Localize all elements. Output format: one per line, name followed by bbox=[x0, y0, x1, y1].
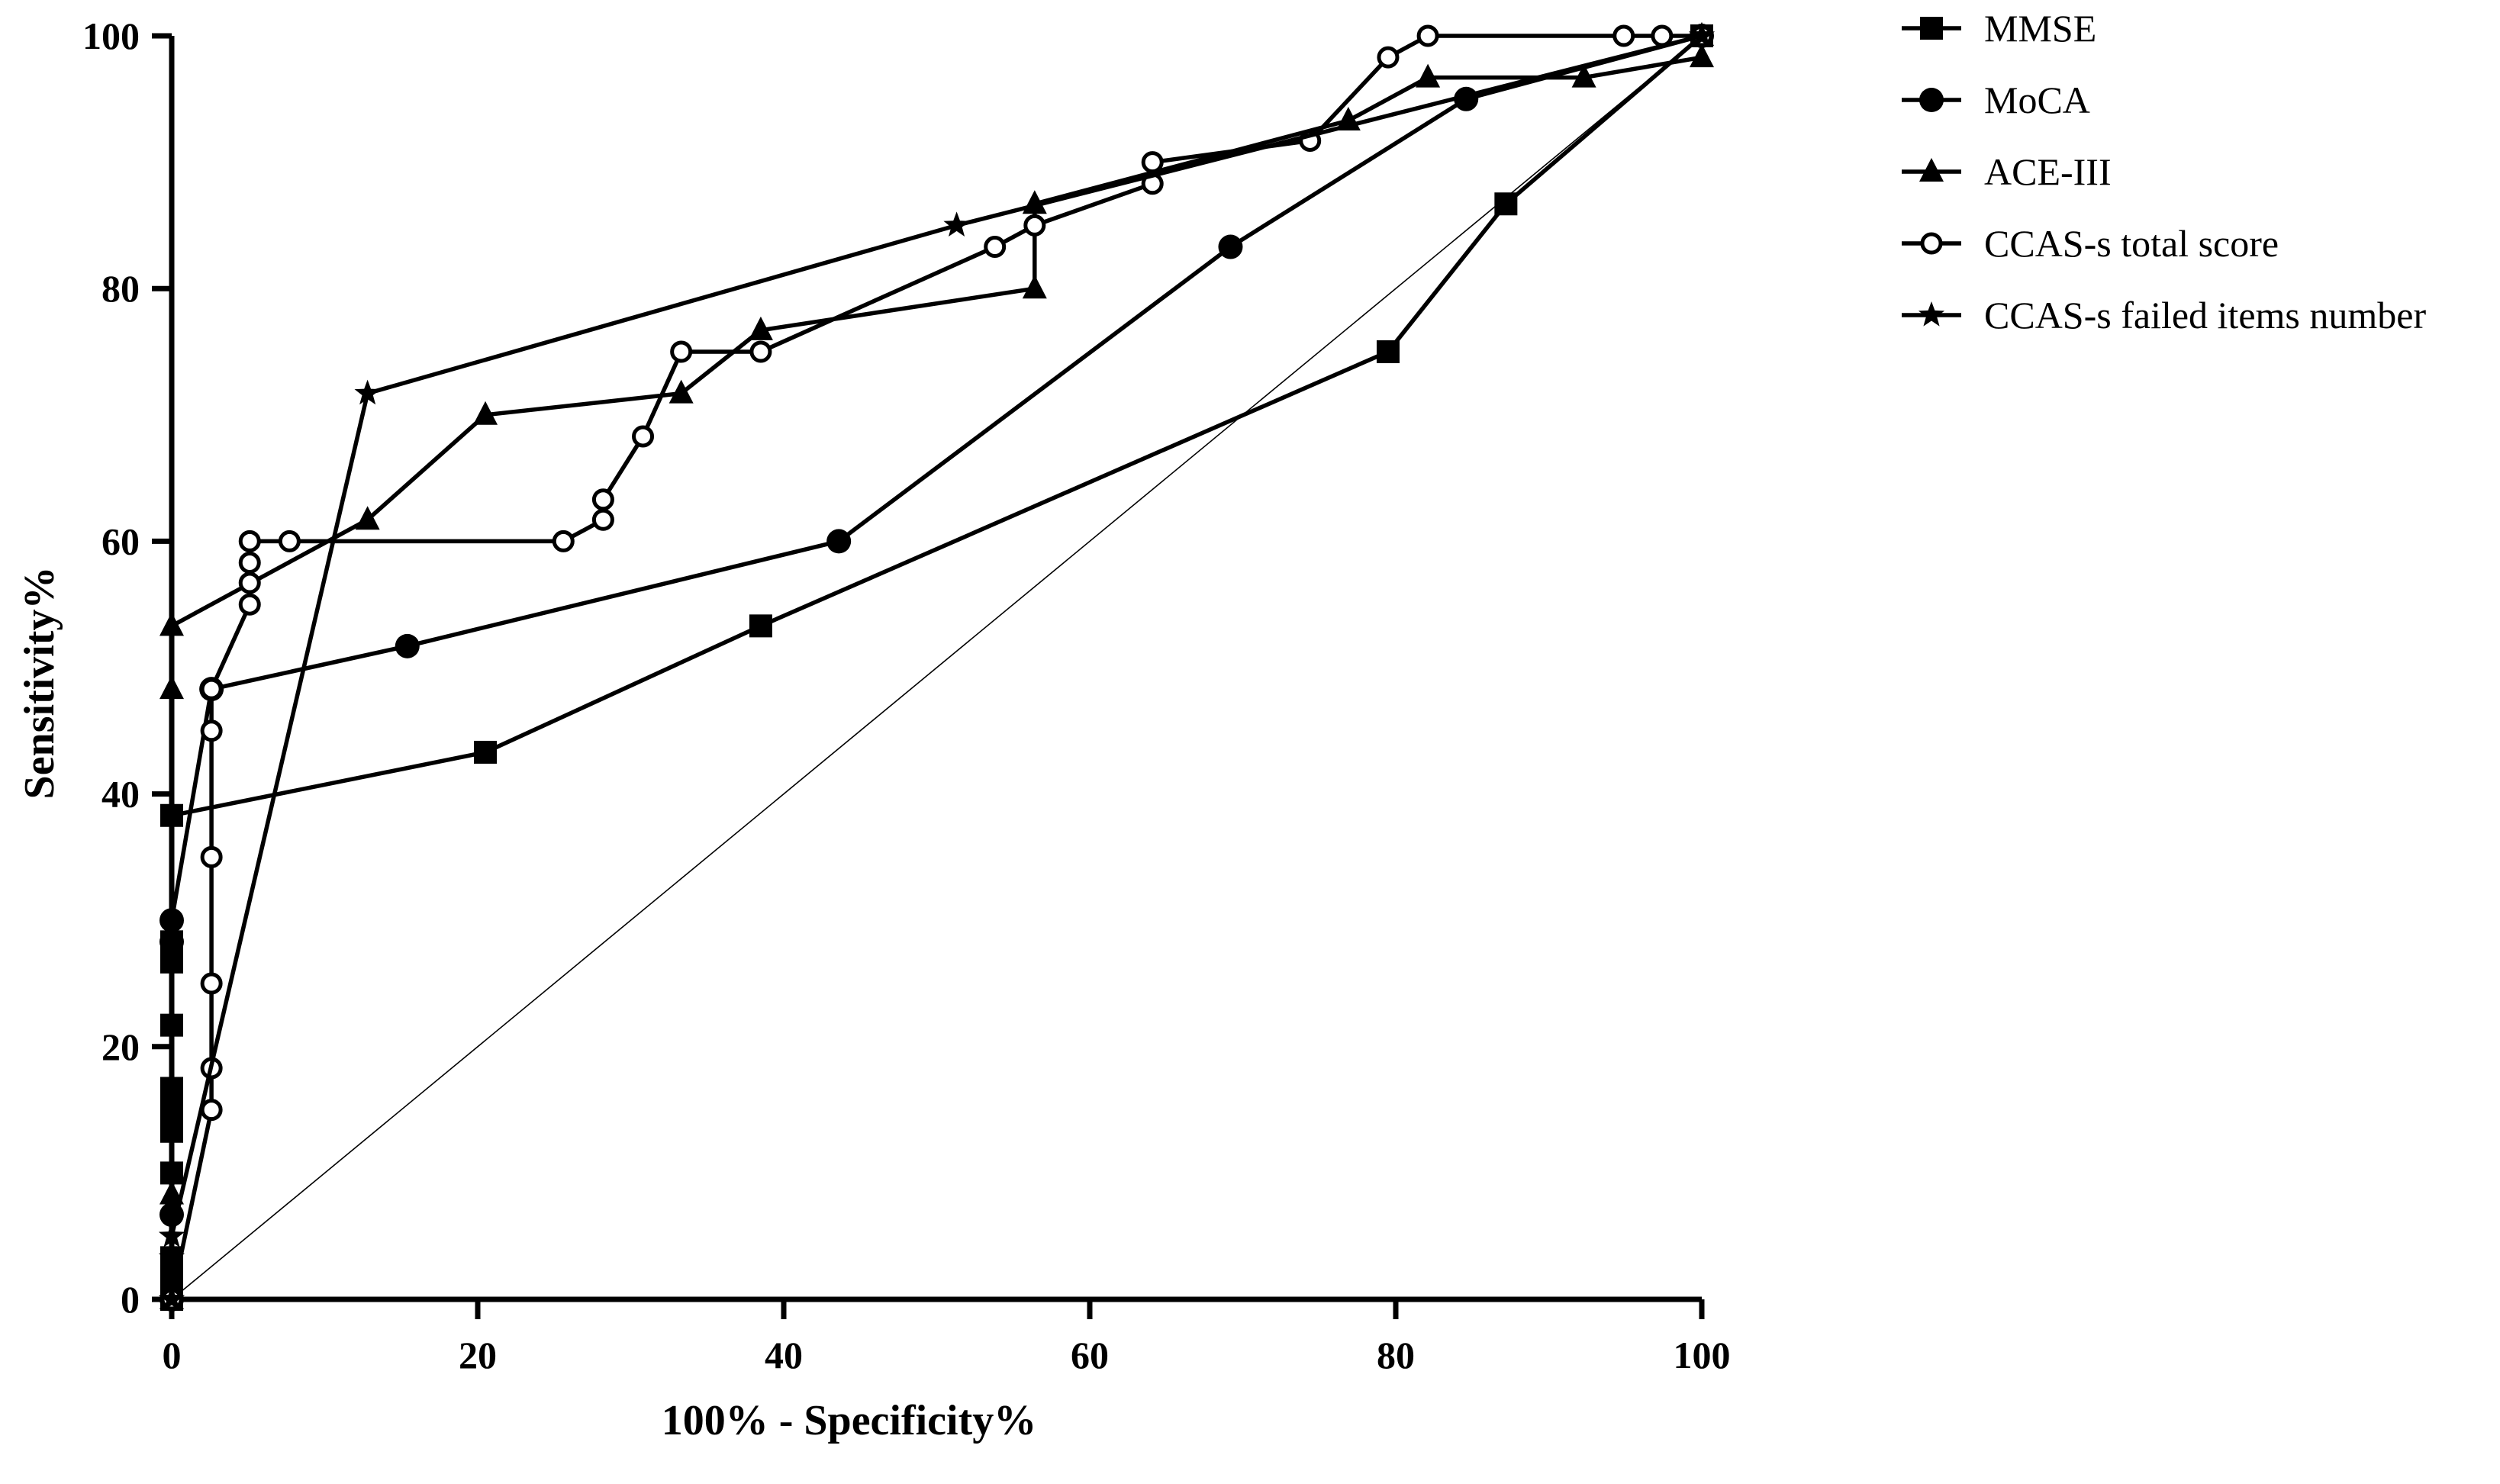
legend-marker-mmse bbox=[1920, 17, 1943, 40]
legend-label: MoCA bbox=[1984, 79, 2090, 121]
data-point-ccas-s-total-score bbox=[632, 425, 655, 448]
data-point-ccas-s-failed-items-number bbox=[158, 1286, 185, 1311]
y-tick-label: 60 bbox=[101, 520, 140, 562]
data-point-ace-iii bbox=[473, 401, 498, 425]
chance-diagonal-line bbox=[171, 35, 1703, 1300]
data-point-mmse bbox=[1376, 340, 1400, 363]
x-tick-label: 0 bbox=[163, 1334, 182, 1376]
series-line-ccas-s-failed-items-number bbox=[169, 34, 1703, 1299]
data-point-ace-iii bbox=[668, 379, 694, 404]
x-tick-label: 60 bbox=[1071, 1334, 1109, 1376]
data-point-ccas-s-failed-items-number bbox=[158, 1244, 185, 1269]
data-point-moca bbox=[395, 633, 420, 658]
y-tick-label: 0 bbox=[121, 1278, 140, 1321]
data-point-ccas-s-total-score bbox=[1023, 214, 1046, 237]
y-axis-title: Sensitivity% bbox=[16, 567, 63, 800]
legend-marker-moca bbox=[1919, 88, 1944, 112]
legend-marker-ccas-s-failed-items-number bbox=[1918, 301, 1945, 327]
legend-label: ACE-III bbox=[1984, 150, 2112, 193]
data-point-ccas-s-total-score bbox=[1612, 24, 1635, 47]
legend-label: MMSE bbox=[1984, 7, 2096, 50]
legend: MMSE MoCA ACE-III CCAS-s total score CCAS-s … bbox=[1902, 7, 2426, 336]
data-point-ccas-s-failed-items-number bbox=[1688, 22, 1716, 47]
data-point-ccas-s-total-score bbox=[200, 972, 223, 995]
data-point-ccas-s-total-score bbox=[591, 508, 614, 531]
data-point-ccas-s-failed-items-number bbox=[354, 379, 381, 405]
x-tick-label: 100 bbox=[1674, 1334, 1731, 1376]
data-point-ccas-s-total-score bbox=[238, 571, 261, 594]
series-ccas-s-total-score bbox=[160, 24, 1713, 1311]
data-point-mmse bbox=[1494, 192, 1518, 216]
data-point-ace-iii bbox=[1690, 43, 1714, 68]
data-point-ccas-s-total-score bbox=[200, 678, 223, 700]
data-point-ccas-s-total-score bbox=[749, 340, 772, 363]
data-point-ace-iii bbox=[748, 316, 773, 340]
legend-item-ccas-s-failed-items-number: CCAS-s failed items number bbox=[1902, 294, 2426, 336]
data-point-ccas-s-total-score bbox=[552, 530, 575, 552]
data-point-ace-iii bbox=[159, 675, 184, 700]
data-point-ccas-s-total-score bbox=[238, 552, 261, 575]
legend-label: CCAS-s failed items number bbox=[1984, 294, 2426, 336]
data-point-ace-iii bbox=[159, 1180, 184, 1205]
legend-item-moca: MoCA bbox=[1902, 79, 2090, 121]
legend-item-mmse: MMSE bbox=[1902, 7, 2096, 50]
data-point-ccas-s-total-score bbox=[1377, 46, 1400, 69]
data-point-mmse bbox=[474, 740, 498, 764]
data-point-ccas-s-total-score bbox=[591, 488, 614, 511]
data-point-ccas-s-failed-items-number bbox=[158, 1222, 185, 1247]
x-tick-label: 40 bbox=[765, 1334, 803, 1376]
x-tick-label: 80 bbox=[1377, 1334, 1415, 1376]
legend-item-ace-iii: ACE-III bbox=[1902, 150, 2112, 193]
data-point-ccas-s-total-score bbox=[984, 236, 1007, 259]
plot-area: 0 20 40 60 80 100 0 20 40 60 80 100 bbox=[82, 14, 1731, 1376]
data-point-moca bbox=[1218, 234, 1243, 259]
y-tick-label: 40 bbox=[101, 773, 140, 816]
series-ccas-s-failed-items-number bbox=[158, 22, 1716, 1311]
x-tick-label: 20 bbox=[459, 1334, 497, 1376]
data-point-ccas-s-total-score bbox=[238, 593, 261, 616]
y-tick-label: 80 bbox=[101, 267, 140, 310]
data-point-ccas-s-total-score bbox=[278, 530, 301, 552]
legend-marker-ccas-s-total-score bbox=[1920, 232, 1943, 255]
data-point-ace-iii bbox=[1571, 63, 1596, 88]
data-point-ccas-s-total-score bbox=[1416, 24, 1439, 47]
data-point-ccas-s-total-score bbox=[238, 530, 261, 552]
data-point-ace-iii bbox=[1022, 275, 1047, 299]
series-layer bbox=[158, 22, 1716, 1312]
data-point-ccas-s-failed-items-number bbox=[943, 211, 970, 237]
data-point-mmse bbox=[749, 614, 772, 638]
data-point-ccas-s-total-score bbox=[670, 340, 693, 363]
x-axis-title: 100% - Specificity% bbox=[662, 1397, 1036, 1444]
data-point-ccas-s-total-score bbox=[1141, 151, 1164, 174]
data-point-ace-iii bbox=[1416, 63, 1441, 88]
x-ticks: 0 20 40 60 80 100 bbox=[163, 1299, 1731, 1376]
y-tick-label: 100 bbox=[82, 14, 140, 57]
data-point-ccas-s-total-score bbox=[200, 845, 223, 868]
y-ticks: 0 20 40 60 80 100 bbox=[82, 14, 172, 1321]
data-point-ace-iii bbox=[159, 612, 184, 636]
legend-label: CCAS-s total score bbox=[1984, 222, 2279, 265]
legend-marker-ace-iii bbox=[1919, 158, 1944, 182]
data-point-ccas-s-total-score bbox=[200, 1099, 223, 1122]
data-point-ace-iii bbox=[355, 506, 380, 530]
data-point-ccas-s-total-score bbox=[200, 719, 223, 742]
data-point-moca bbox=[826, 529, 852, 554]
legend-item-ccas-s-total-score: CCAS-s total score bbox=[1902, 222, 2279, 265]
y-tick-label: 20 bbox=[101, 1025, 140, 1068]
